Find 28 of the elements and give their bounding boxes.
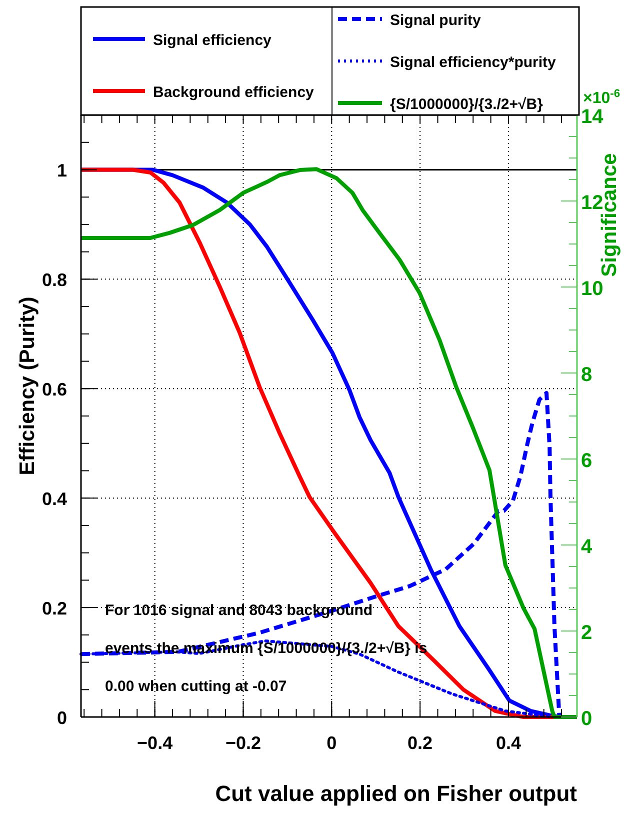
y2-tick-label: 4 (581, 536, 593, 558)
y2-tick-label: 14 (581, 106, 604, 128)
y2-tick-label: 10 (581, 278, 604, 300)
y-tick-label: 0.8 (42, 270, 67, 290)
x-tick-label: −0.4 (137, 733, 173, 753)
legend-label: Signal efficiency*purity (390, 54, 557, 71)
y2-tick-label: 0 (581, 708, 592, 730)
y-axis-title: Efficiency (Purity) (16, 296, 39, 476)
legend-label: Background efficiency (153, 84, 315, 101)
x-tick-label: 0 (326, 733, 337, 753)
y-tick-label: 0.4 (42, 489, 67, 510)
y-tick-label: 0 (56, 708, 67, 728)
text: ×10$^{-6}$ (583, 88, 620, 107)
legend-label: Signal purity (390, 12, 482, 29)
x-tick-label: 0.4 (496, 733, 521, 753)
x-tick-label: 0.2 (408, 733, 433, 753)
annotation: 0.00 when cutting at -0.07 (105, 678, 287, 695)
legend-label: Signal efficiency (153, 32, 272, 49)
y2-tick-label: 12 (581, 192, 604, 214)
y-tick-label: 0.2 (42, 598, 67, 619)
y2-tick-label: 6 (581, 450, 592, 472)
y-tick-label: 1 (56, 160, 67, 181)
x-tick-label: −0.2 (225, 733, 262, 753)
y-tick-label: 0.6 (42, 380, 67, 400)
legend-label: {S/1000000}/{3./2+√B} (390, 96, 544, 113)
y2-tick-label: 2 (581, 622, 592, 644)
x-axis-title: Cut value applied on Fisher output (215, 781, 578, 806)
y2-tick-label: 8 (581, 364, 592, 386)
